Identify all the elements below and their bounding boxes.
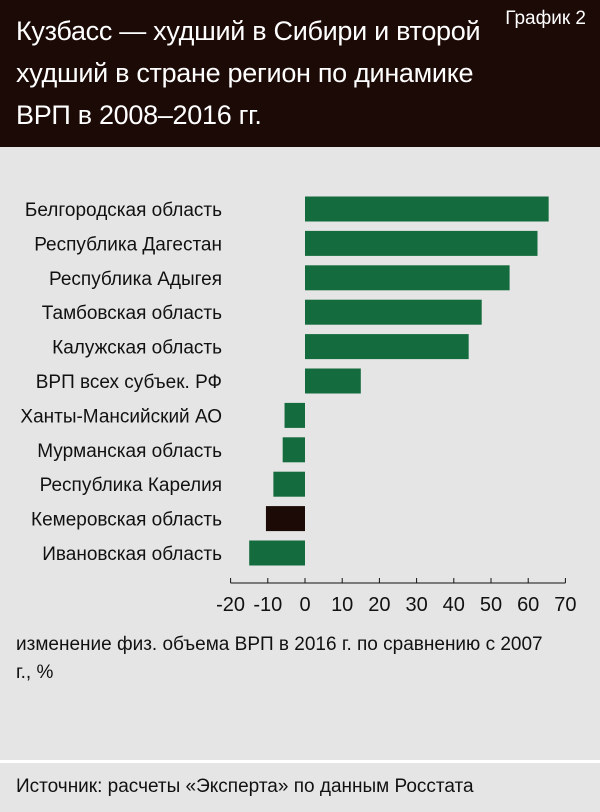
x-tick-label: 30 <box>405 594 427 616</box>
bar <box>305 230 538 256</box>
bar <box>249 540 305 566</box>
bar <box>305 334 469 360</box>
category-label: Ханты-Мансийский АО <box>20 406 222 427</box>
category-label: Калужская область <box>52 338 222 359</box>
bar-chart: Белгородская область Республика Дагестан Р… <box>20 196 577 616</box>
category-label: Республика Карелия <box>40 475 222 496</box>
bar <box>284 402 305 428</box>
footer-divider <box>0 760 600 763</box>
bar <box>282 437 305 463</box>
bar <box>305 265 510 291</box>
category-label: Белгородская область <box>25 200 222 221</box>
x-tick-label: -20 <box>216 594 245 616</box>
category-label: Тамбовская область <box>42 303 222 324</box>
x-tick-label: -10 <box>253 594 282 616</box>
x-tick-label: 10 <box>331 594 353 616</box>
x-tick-label: 40 <box>443 594 465 616</box>
chart-number-label: График 2 <box>505 8 586 29</box>
source-note: Источник: расчеты «Эксперта» по данным Р… <box>16 776 474 797</box>
x-tick-label: 60 <box>517 594 539 616</box>
category-label: Республика Дагестан <box>34 234 222 255</box>
x-tick-label: 0 <box>299 594 310 616</box>
x-tick-label: 20 <box>368 594 390 616</box>
category-label: Ивановская область <box>42 544 222 565</box>
bar <box>265 506 305 532</box>
bar <box>305 196 549 222</box>
bar <box>273 471 305 497</box>
bar <box>305 299 482 325</box>
category-label: Мурманская область <box>37 441 222 462</box>
header-bar: Кузбасс — худший в Сибири и второй худши… <box>0 0 600 147</box>
category-label: Кемеровская область <box>31 510 222 531</box>
chart-title: Кузбасс — худший в Сибири и второй худши… <box>16 16 481 130</box>
category-label: ВРП всех субъек. РФ <box>36 372 222 393</box>
x-tick-label: 70 <box>554 594 576 616</box>
x-tick-label: 50 <box>480 594 502 616</box>
category-label: Республика Адыгея <box>49 269 222 290</box>
axis-caption: изменение физ. объема ВРП в 2016 г. по с… <box>16 634 543 683</box>
bar <box>305 368 361 394</box>
